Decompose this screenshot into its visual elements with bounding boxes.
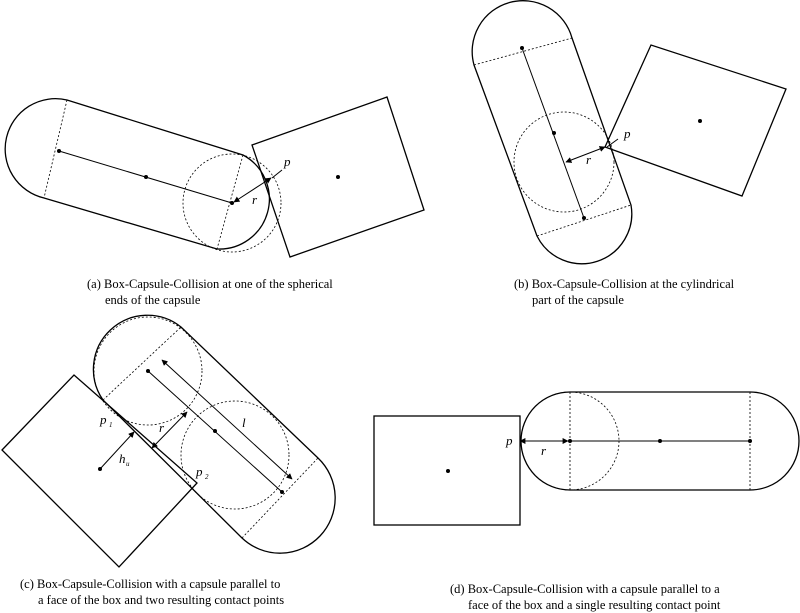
caption-d-line2: face of the box and a single resulting c… — [468, 598, 721, 612]
caption-c-line2: a face of the box and two resulting cont… — [38, 593, 285, 607]
label-l-c: l — [242, 415, 246, 430]
caption-b-line2: part of the capsule — [532, 293, 624, 307]
caption-b-line1: (b) Box-Capsule-Collision at the cylindr… — [514, 277, 735, 291]
box-c — [1, 374, 198, 568]
label-p-a: p — [283, 154, 291, 169]
caption-c-line1: (c) Box-Capsule-Collision with a capsule… — [20, 577, 281, 591]
label-r-a: r — [252, 192, 258, 207]
label-p2-c: p — [195, 464, 203, 479]
label-p2-sub-c: 2 — [205, 473, 209, 481]
box-d — [373, 415, 521, 526]
caption-a-line1: (a) Box-Capsule-Collision at one of the … — [87, 277, 333, 291]
caption-b: (b) Box-Capsule-Collision at the cylindr… — [514, 276, 734, 308]
panel-d: p r — [373, 391, 800, 526]
caption-a-line2: ends of the capsule — [105, 293, 201, 307]
capsule-a — [4, 98, 282, 253]
label-r-b: r — [586, 152, 592, 167]
p-leader-a — [271, 169, 283, 179]
label-p1-c: p — [99, 412, 107, 427]
caption-d: (d) Box-Capsule-Collision with a capsule… — [450, 581, 720, 613]
label-p-d: p — [505, 433, 513, 448]
caption-d-line1: (d) Box-Capsule-Collision with a capsule… — [450, 582, 720, 596]
panel-c: p 1 p 2 r l h u — [1, 314, 336, 568]
p-leader-b — [606, 138, 619, 148]
label-r-c: r — [159, 420, 165, 435]
panel-a: p r — [4, 96, 425, 258]
label-r-d: r — [541, 443, 547, 458]
label-p-b: p — [623, 126, 631, 141]
capsule-d — [519, 391, 800, 491]
caption-a: (a) Box-Capsule-Collision at one of the … — [87, 276, 333, 308]
capsule-b — [471, 0, 633, 265]
panel-b: p r — [471, 0, 787, 265]
caption-c: (c) Box-Capsule-Collision with a capsule… — [20, 576, 284, 608]
label-p1-sub-c: 1 — [109, 421, 113, 429]
capsule-c — [92, 314, 336, 554]
label-h-c: h — [119, 451, 126, 466]
label-h-sub-c: u — [126, 460, 130, 468]
box-a — [251, 96, 425, 258]
box-b — [604, 44, 787, 197]
